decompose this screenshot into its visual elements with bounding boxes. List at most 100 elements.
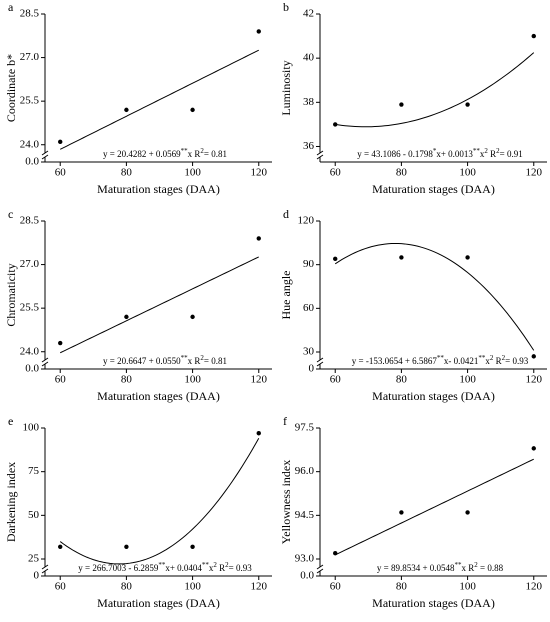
panel: a Coordinate b* Maturation stages (DAA) 0.0…	[4, 0, 272, 196]
axis-break	[316, 564, 324, 570]
x-tick-label: 100	[459, 167, 476, 179]
equation-part: **	[181, 147, 189, 155]
x-tick-label: 80	[121, 374, 133, 386]
equation-part: = 0.93	[229, 563, 253, 573]
x-tick-label: 60	[330, 581, 342, 593]
y-tick-label: 0	[34, 570, 40, 582]
fit-line	[60, 256, 259, 354]
data-point	[531, 354, 536, 359]
x-tick-label: 60	[55, 581, 67, 593]
y-tick-label: 38	[303, 96, 315, 108]
panel-letter: c	[8, 207, 13, 221]
equation-part: 2	[225, 561, 229, 569]
y-tick-label: 0.0	[25, 156, 39, 168]
panel: d Hue angle Maturation stages (DAA) 0 30 60 90…	[279, 207, 547, 403]
equation-part: 2	[200, 147, 204, 155]
fit-line	[335, 458, 534, 556]
x-tick-label: 60	[330, 374, 342, 386]
y-tick-label: 36	[303, 140, 315, 152]
y-tick-label: 30	[303, 346, 315, 358]
axis-break	[316, 568, 324, 574]
fit-line	[59, 437, 260, 565]
equation-part: = 0.91	[500, 149, 523, 159]
x-tick-label: 80	[396, 581, 408, 593]
data-point	[124, 314, 129, 320]
y-tick-label: 0	[309, 363, 315, 375]
fit-line	[59, 49, 259, 150]
panel-letter: f	[283, 414, 287, 428]
x-tick-label: 100	[184, 167, 201, 179]
y-tick-label: 93.0	[295, 553, 315, 565]
axis-break	[41, 154, 49, 160]
equation-part: 2	[502, 354, 506, 362]
fit-line	[334, 242, 535, 351]
equation-part: *	[433, 147, 437, 155]
x-tick-label: 120	[526, 581, 543, 593]
y-tick-label: 75	[28, 465, 40, 477]
equation: y = 266.7003 - 6.2859**x+ 0.0404**x2 R2=…	[78, 561, 252, 573]
equation: y = -153.0654 + 6.5867**x- 0.0421**x2 R2…	[352, 354, 529, 366]
y-tick-label: 90	[303, 258, 315, 270]
y-tick-label: 25.5	[20, 95, 40, 107]
panel: c Chromaticity Maturation stages (DAA) 0.0 2…	[4, 207, 272, 403]
y-axis-label: Darkening index	[4, 462, 18, 542]
equation: y = 43.1086 - 0.1798*x+ 0.0013**x2 R2= 0…	[357, 147, 523, 159]
data-point	[531, 446, 536, 451]
equation: y = 89.8534 + 0.0548**x R2 = 0.88	[377, 561, 504, 573]
x-axis-label: Maturation stages (DAA)	[372, 389, 495, 403]
equation-part: 2	[474, 561, 478, 569]
axis-break	[316, 357, 324, 363]
axis-break	[316, 154, 324, 160]
axis-break	[41, 361, 49, 367]
equation-part: x R	[188, 356, 201, 366]
y-tick-label: 25.5	[20, 302, 40, 314]
data-point	[124, 107, 129, 113]
data-point	[58, 340, 63, 346]
y-axis-label: Coordinate b*	[4, 54, 18, 122]
y-tick-label: 0.0	[25, 363, 39, 375]
y-axis-label: Hue angle	[279, 271, 293, 320]
equation-part: = 0.93	[505, 356, 529, 366]
data-point	[333, 122, 338, 127]
equation-part: 2	[213, 561, 217, 569]
y-tick-label: 97.5	[295, 422, 315, 434]
data-point	[333, 256, 338, 262]
data-point	[465, 510, 470, 515]
x-axis-label: Maturation stages (DAA)	[97, 389, 220, 403]
x-axis-label: Maturation stages (DAA)	[372, 182, 495, 196]
y-tick-label: 0.0	[300, 570, 314, 582]
y-tick-label: 94.5	[295, 509, 315, 521]
panel: e Darkening index Maturation stages (DAA) 0…	[4, 414, 272, 610]
y-tick-label: 100	[23, 422, 40, 434]
equation-part: y = 89.8534 + 0.0548	[377, 563, 455, 573]
equation-part: **	[158, 561, 166, 569]
y-tick-label: 24.0	[20, 138, 40, 150]
x-tick-label: 100	[184, 374, 201, 386]
equation-part: = 0.88	[478, 563, 504, 573]
equation-part: R	[217, 563, 225, 573]
axis-break	[41, 357, 49, 363]
y-tick-label: 27.0	[20, 51, 40, 63]
x-tick-label: 100	[184, 581, 201, 593]
equation: y = 20.4282 + 0.0569**x R2= 0.81	[103, 147, 227, 159]
y-tick-label: 24.0	[20, 345, 40, 357]
equation-part: 2	[484, 147, 488, 155]
equation-part: 2	[200, 354, 204, 362]
x-tick-label: 80	[396, 167, 408, 179]
equation-part: R	[493, 356, 501, 366]
equation-part: y = 266.7003 - 6.2859	[78, 563, 159, 573]
equation-part: x- 0.0421	[444, 356, 479, 366]
axis-break	[41, 150, 49, 156]
x-tick-label: 80	[121, 167, 133, 179]
panel-letter: a	[8, 0, 14, 14]
data-point	[256, 29, 261, 34]
equation-part: **	[437, 354, 445, 362]
x-tick-label: 120	[251, 167, 268, 179]
equation-part: x R	[462, 563, 475, 573]
panel: b Luminosity Maturation stages (DAA) 36 38 40…	[279, 0, 547, 196]
data-point	[531, 33, 536, 39]
y-tick-label: 120	[298, 215, 315, 227]
x-tick-label: 120	[251, 581, 268, 593]
x-tick-label: 120	[526, 374, 543, 386]
